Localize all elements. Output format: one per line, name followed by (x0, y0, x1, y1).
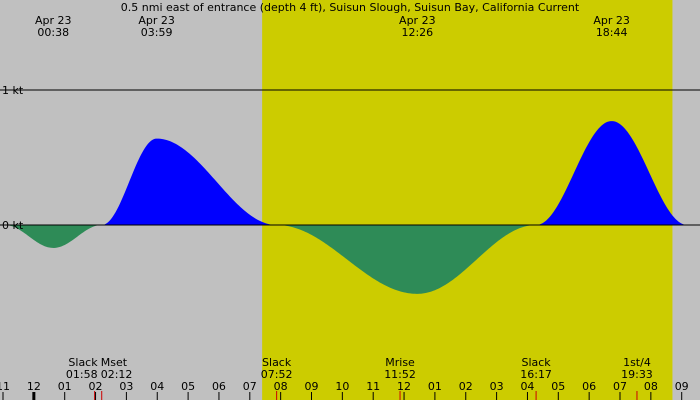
x-tick-label: 07 (613, 380, 627, 393)
x-tick-label: 09 (675, 380, 689, 393)
x-tick-label: 01 (428, 380, 442, 393)
event-time: 01:58 (66, 368, 98, 381)
event-time: 19:33 (621, 368, 653, 381)
x-tick-label: 04 (150, 380, 164, 393)
x-tick-label: 09 (305, 380, 319, 393)
flood-area (0, 121, 700, 225)
event-time: 02:12 (101, 368, 133, 381)
event-label: 1st/4 (623, 356, 651, 369)
extremum-date-label: Apr 23 (138, 14, 175, 27)
event-time: 07:52 (261, 368, 293, 381)
event-time: 11:52 (384, 368, 416, 381)
x-tick-label: 02 (89, 380, 103, 393)
x-tick-label: 06 (582, 380, 596, 393)
x-tick-label: 12 (397, 380, 411, 393)
extremum-time-label: 12:26 (401, 26, 433, 39)
ebb-area (0, 225, 700, 294)
x-tick-label: 05 (181, 380, 195, 393)
extremum-date-label: Apr 23 (35, 14, 72, 27)
extremum-time-label: 03:59 (141, 26, 173, 39)
x-tick-label: 11 (0, 380, 10, 393)
x-tick-label: 11 (366, 380, 380, 393)
event-label: Slack (68, 356, 98, 369)
event-label: Mset (101, 356, 128, 369)
event-time: 16:17 (520, 368, 552, 381)
x-tick-label: 03 (490, 380, 504, 393)
event-label: Slack (521, 356, 551, 369)
x-tick-label: 02 (459, 380, 473, 393)
x-tick-label: 07 (243, 380, 257, 393)
x-tick-label: 01 (58, 380, 72, 393)
current-areas (0, 121, 700, 294)
x-tick-label: 10 (335, 380, 349, 393)
event-labels: Slack01:58Mset02:12Slack07:52Mrise11:52S… (66, 356, 653, 400)
extremum-time-label: 00:38 (37, 26, 69, 39)
x-tick-label: 12 (27, 380, 41, 393)
extremum-date-label: Apr 23 (399, 14, 436, 27)
x-tick-label: 08 (644, 380, 658, 393)
event-label: Slack (262, 356, 292, 369)
x-axis: 11 12 01 02 03 04 05 06 07 08 09 10 11 12 01 02 03 04 05 06… (0, 380, 689, 400)
x-tick-label: 05 (551, 380, 565, 393)
chart-title: 0.5 nmi east of entrance (depth 4 ft), S… (121, 1, 580, 14)
x-tick-label: 08 (274, 380, 288, 393)
x-tick-label: 04 (520, 380, 534, 393)
y-tick-labels: 1 kt 0 kt (2, 84, 24, 232)
event-label: Mrise (385, 356, 415, 369)
x-tick-label: 03 (119, 380, 133, 393)
y-tick-label: 1 kt (2, 84, 24, 97)
x-tick-label: 06 (212, 380, 226, 393)
y-gridlines (0, 89, 700, 226)
y-tick-label: 0 kt (2, 219, 24, 232)
extremum-time-label: 18:44 (596, 26, 628, 39)
extremum-date-label: Apr 23 (593, 14, 630, 27)
